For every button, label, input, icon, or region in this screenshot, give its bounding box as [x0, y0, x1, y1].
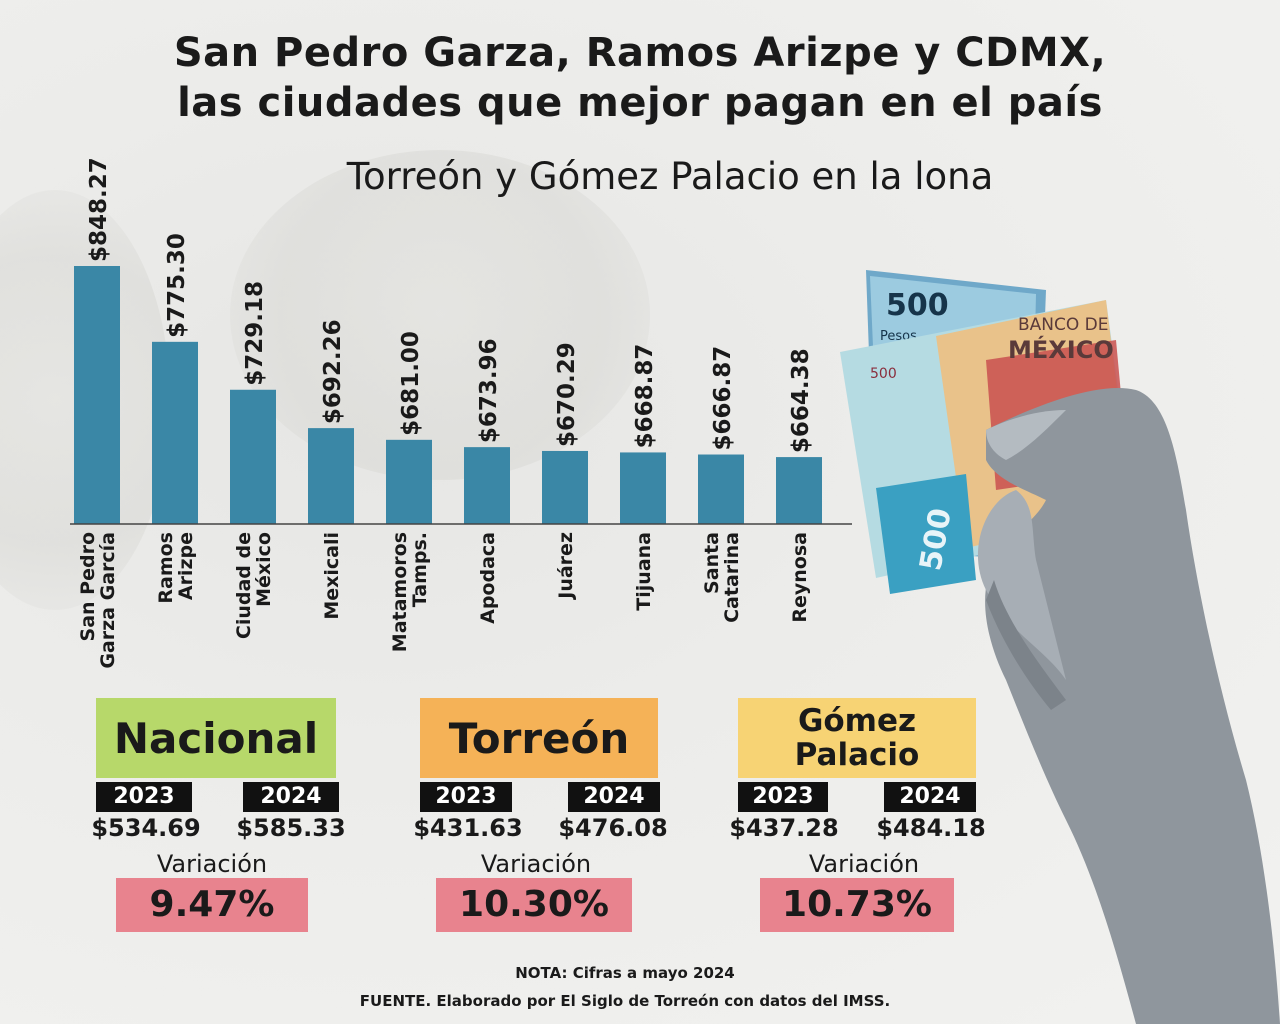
chart-bar — [698, 454, 744, 524]
chart-category-label: Juárez — [555, 532, 577, 601]
page-title: San Pedro Garza, Ramos Arizpe y CDMX, la… — [0, 28, 1280, 128]
chart-category-label: Ramos — [155, 532, 177, 604]
chart-category-label: Ciudad de — [233, 532, 255, 639]
source: FUENTE. Elaborado por El Siglo de Torreó… — [359, 992, 891, 1010]
chart-value-label: $670.29 — [554, 342, 580, 447]
chart-category-label: Tamps. — [409, 532, 431, 607]
chart-bar — [74, 266, 120, 524]
chart-category-label: México — [253, 532, 275, 607]
chart-value-label: $848.27 — [86, 157, 112, 262]
bill-denomination-small: 500 — [870, 366, 897, 382]
panel-gomez-palacio-variation: 10.73% — [760, 878, 954, 932]
panel-torreon-variation: 10.30% — [436, 878, 632, 932]
panel-gomez-palacio-year-2024: 2024 — [884, 782, 976, 812]
chart-category-label: Mexicali — [321, 532, 343, 620]
chart-category-label: Santa — [701, 532, 723, 594]
title-line-1: San Pedro Garza, Ramos Arizpe y CDMX, — [173, 30, 1107, 76]
panel-gomez-palacio-year-2023: 2023 — [738, 782, 828, 812]
chart-value-label: $729.18 — [242, 281, 268, 386]
chart-category-label: Catarina — [721, 532, 743, 623]
chart-bar — [620, 452, 666, 524]
panel-nacional-name: Nacional — [113, 713, 319, 763]
chart-bar — [230, 389, 276, 524]
chart-bar — [464, 447, 510, 524]
panel-gomez-palacio-name-line2: Palacio — [794, 737, 920, 773]
panel-torreon-value-2024: $476.08 — [558, 814, 668, 842]
chart-category-label: Reynosa — [789, 532, 811, 623]
panel-nacional-year-2024: 2024 — [243, 782, 339, 812]
hand-with-banknotes-illustration: 500 Pesos 500 BANCO DE MÉXICO 500 — [840, 270, 1280, 1024]
hand — [977, 388, 1280, 1024]
panel-torreon-name: Torreón — [448, 713, 630, 763]
chart-bar — [308, 428, 354, 524]
panel-nacional-year-2023: 2023 — [96, 782, 192, 812]
page-subtitle: Torreón y Gómez Palacio en la lona — [346, 155, 994, 198]
panel-gomez-palacio-value-2023: $437.28 — [729, 814, 839, 842]
chart-category-label: Matamoros — [389, 532, 411, 652]
chart-category-label: San Pedro — [77, 532, 99, 641]
note: NOTA: Cifras a mayo 2024 — [515, 964, 735, 982]
panel-torreon-year-2023: 2023 — [420, 782, 512, 812]
panel-torreon-title: Torreón — [420, 698, 658, 778]
chart-category-label: Apodaca — [477, 532, 499, 624]
chart-value-label: $668.87 — [632, 344, 658, 449]
bill-bank-name-line1: BANCO DE — [1018, 315, 1109, 335]
chart-value-label: $692.26 — [320, 319, 346, 424]
panel-gomez-palacio-value-2024: $484.18 — [876, 814, 986, 842]
chart-category-label: Arizpe — [175, 532, 197, 600]
chart-bar — [152, 341, 198, 524]
panel-torreon-year-2024: 2024 — [568, 782, 660, 812]
chart-bar — [386, 439, 432, 524]
title-line-2: las ciudades que mejor pagan en el país — [177, 80, 1103, 126]
bill-denomination-top: 500 — [886, 288, 949, 323]
chart-value-label: $673.96 — [476, 338, 502, 443]
panel-gomez-palacio-variation-label: Variación — [808, 850, 920, 878]
chart-value-label: $681.00 — [398, 331, 424, 436]
panel-nacional-value-2023: $534.69 — [91, 814, 201, 842]
panel-gomez-palacio-title: Gómez Palacio — [738, 698, 976, 778]
panel-gomez-palacio-name-line1: Gómez — [797, 703, 917, 739]
panel-torreon-variation-label: Variación — [480, 850, 592, 878]
panel-nacional-variation: 9.47% — [116, 878, 308, 932]
chart-category-label: Tijuana — [633, 532, 655, 611]
panel-nacional-value-2024: $585.33 — [236, 814, 346, 842]
chart-bar — [542, 450, 588, 524]
panel-nacional-variation-label: Variación — [156, 850, 268, 878]
panel-nacional-title: Nacional — [96, 698, 336, 778]
chart-category-label: Garza García — [97, 532, 119, 669]
panel-torreon-value-2023: $431.63 — [413, 814, 523, 842]
chart-value-label: $775.30 — [164, 233, 190, 338]
chart-value-label: $664.38 — [788, 348, 814, 453]
background-coin — [230, 150, 650, 480]
chart-value-label: $666.87 — [710, 346, 736, 451]
bill-bank-name-line2: MÉXICO — [1008, 335, 1114, 364]
chart-bar — [776, 457, 822, 524]
